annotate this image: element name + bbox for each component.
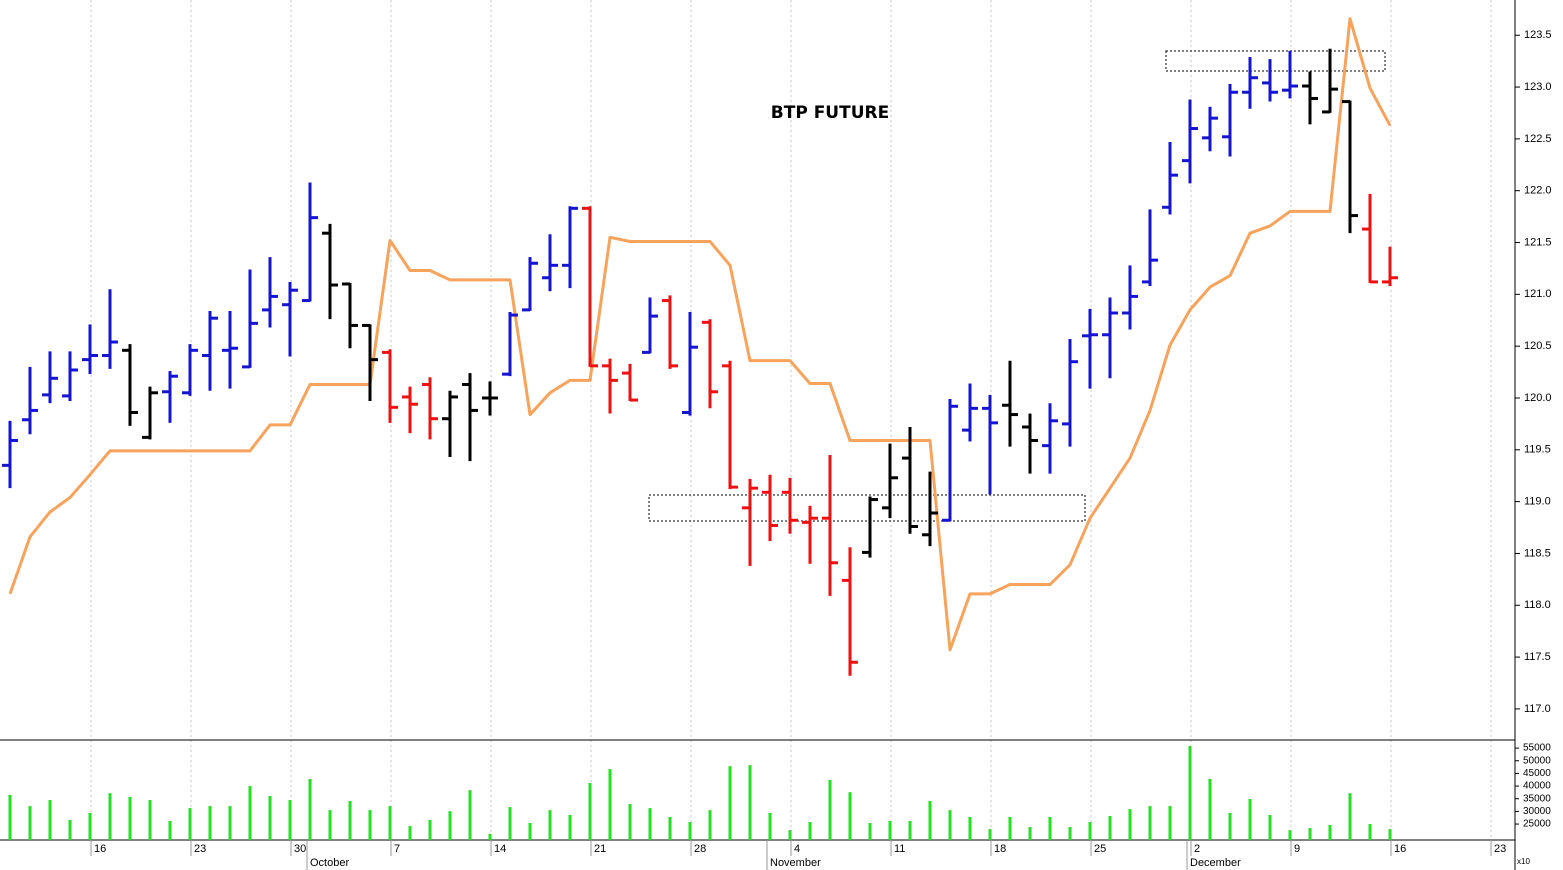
x-tick-label: 23 — [1494, 843, 1506, 855]
y-tick-label: 118.0 — [1524, 599, 1551, 611]
x-tick-label: 18 — [994, 843, 1006, 855]
y-tick-label: 123.0 — [1524, 81, 1552, 93]
y-tick-label: 122.5 — [1524, 133, 1552, 145]
x-tick-label: 25 — [1094, 843, 1106, 855]
y-tick-label: 117.5 — [1524, 651, 1551, 663]
indicator-line — [8, 17, 1392, 652]
x-tick-label: 21 — [594, 843, 606, 855]
volume-tick-label: 25000 — [1523, 819, 1551, 830]
chart-title: BTP FUTURE — [771, 103, 889, 123]
volume-tick-label: 40000 — [1523, 781, 1551, 792]
x-tick-label: 30 — [294, 843, 306, 855]
x-tick-label: 16 — [1394, 843, 1406, 855]
y-tick-label: 121.0 — [1524, 288, 1552, 300]
zone-box — [1165, 50, 1386, 72]
x-tick-label: 16 — [94, 843, 106, 855]
x-tick-label: 4 — [794, 843, 800, 855]
y-tick-label: 122.0 — [1524, 185, 1552, 197]
volume-tick-label: 55000 — [1523, 743, 1551, 754]
x-tick-label: 2 — [1194, 843, 1200, 855]
volume-tick-label: 35000 — [1523, 793, 1551, 804]
month-label: November — [770, 857, 821, 869]
y-tick-label: 119.5 — [1524, 444, 1551, 456]
y-tick-label: 120.5 — [1524, 340, 1552, 352]
y-tick-label: 119.0 — [1524, 496, 1551, 508]
month-label: October — [310, 857, 349, 869]
zone-box — [648, 494, 1086, 522]
x-tick-label: 23 — [194, 843, 206, 855]
month-label: December — [1190, 857, 1241, 869]
y-tick-label: 117.0 — [1524, 703, 1551, 715]
y-tick-label: 118.5 — [1524, 547, 1551, 559]
y-tick-label: 121.5 — [1524, 236, 1552, 248]
y-tick-label: 123.5 — [1524, 29, 1552, 41]
y-tick-label: 120.0 — [1524, 392, 1552, 404]
x-tick-label: 14 — [494, 843, 506, 855]
volume-tick-label: 45000 — [1523, 768, 1551, 779]
x-tick-label: 11 — [894, 843, 905, 855]
x-tick-label: 28 — [694, 843, 706, 855]
volume-tick-label: 50000 — [1523, 755, 1551, 766]
x-tick-label: 9 — [1294, 843, 1300, 855]
volume-tick-label: 30000 — [1523, 806, 1551, 817]
x-tick-label: 7 — [394, 843, 400, 855]
volume-unit: x10 — [1517, 857, 1530, 866]
